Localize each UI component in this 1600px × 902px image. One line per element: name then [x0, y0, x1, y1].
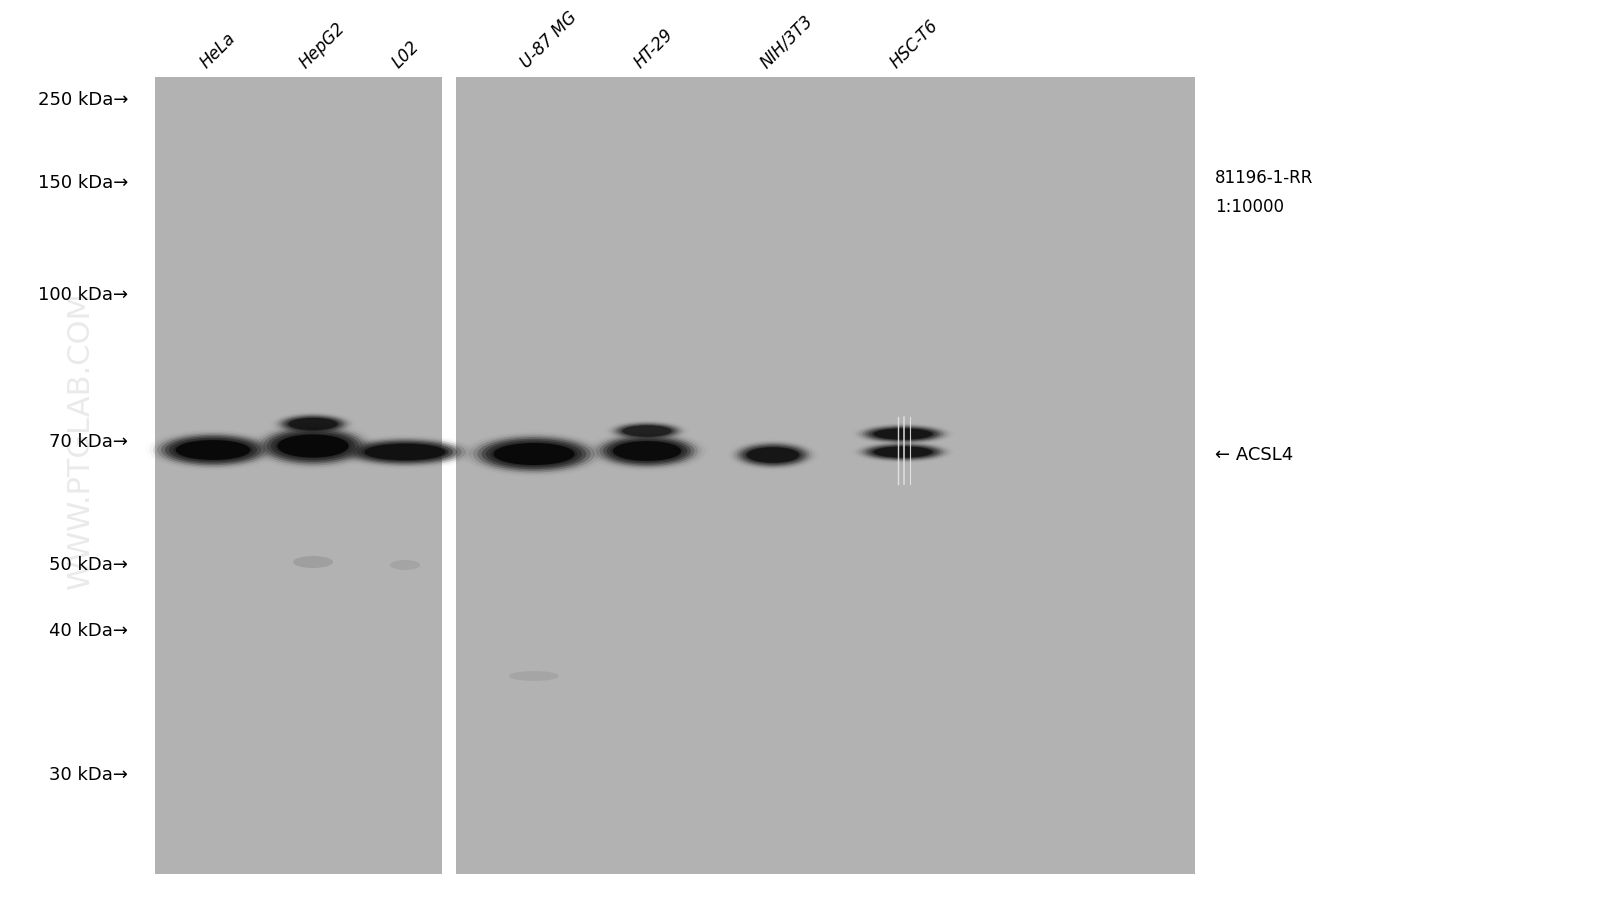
Ellipse shape — [616, 424, 678, 439]
Ellipse shape — [613, 423, 682, 440]
Ellipse shape — [603, 437, 691, 465]
Ellipse shape — [608, 421, 686, 442]
Ellipse shape — [256, 426, 371, 467]
Ellipse shape — [731, 441, 814, 470]
Ellipse shape — [339, 437, 470, 467]
Ellipse shape — [874, 429, 933, 440]
Ellipse shape — [168, 438, 258, 463]
Ellipse shape — [270, 432, 355, 461]
Ellipse shape — [859, 425, 947, 444]
Text: 100 kDa→: 100 kDa→ — [38, 286, 128, 304]
Ellipse shape — [286, 418, 339, 431]
Ellipse shape — [859, 443, 947, 462]
Ellipse shape — [275, 434, 352, 459]
Text: 40 kDa→: 40 kDa→ — [50, 621, 128, 640]
Ellipse shape — [622, 426, 672, 437]
Ellipse shape — [282, 416, 344, 433]
Ellipse shape — [262, 428, 363, 465]
Ellipse shape — [157, 434, 269, 467]
Ellipse shape — [165, 437, 261, 465]
Text: 250 kDa→: 250 kDa→ — [37, 91, 128, 109]
Ellipse shape — [493, 444, 574, 465]
Ellipse shape — [611, 422, 683, 441]
Ellipse shape — [747, 447, 798, 464]
Ellipse shape — [259, 428, 366, 466]
Ellipse shape — [477, 437, 590, 472]
Ellipse shape — [618, 425, 675, 438]
Ellipse shape — [390, 560, 419, 570]
Ellipse shape — [482, 439, 586, 470]
Ellipse shape — [874, 447, 933, 458]
Ellipse shape — [285, 417, 342, 432]
Ellipse shape — [251, 424, 374, 469]
Text: ← ACSL4: ← ACSL4 — [1214, 446, 1293, 464]
Ellipse shape — [149, 431, 277, 470]
Ellipse shape — [277, 414, 349, 435]
Ellipse shape — [872, 446, 934, 458]
Text: 1:10000: 1:10000 — [1214, 198, 1283, 216]
Ellipse shape — [352, 441, 458, 464]
Text: U-87 MG: U-87 MG — [517, 8, 581, 72]
Ellipse shape — [866, 445, 941, 460]
Ellipse shape — [746, 447, 802, 464]
Ellipse shape — [856, 425, 950, 445]
Text: HSC-T6: HSC-T6 — [886, 17, 941, 72]
Ellipse shape — [162, 436, 266, 465]
Ellipse shape — [592, 433, 702, 470]
Ellipse shape — [288, 419, 338, 430]
Ellipse shape — [293, 557, 333, 568]
Ellipse shape — [357, 442, 453, 463]
Text: HT-29: HT-29 — [630, 25, 677, 72]
Ellipse shape — [621, 426, 674, 437]
Ellipse shape — [869, 446, 938, 459]
Ellipse shape — [736, 444, 810, 467]
Ellipse shape — [176, 440, 250, 460]
Ellipse shape — [362, 444, 448, 462]
Ellipse shape — [862, 426, 944, 443]
Ellipse shape — [474, 436, 595, 473]
Text: 81196-1-RR: 81196-1-RR — [1214, 169, 1314, 187]
Text: HeLa: HeLa — [197, 30, 238, 72]
Ellipse shape — [173, 439, 253, 461]
Text: WWW.PTGLAB.COM: WWW.PTGLAB.COM — [66, 290, 94, 588]
Text: 50 kDa→: 50 kDa→ — [50, 556, 128, 574]
Ellipse shape — [365, 445, 446, 461]
Ellipse shape — [154, 432, 274, 469]
Ellipse shape — [267, 430, 358, 463]
Ellipse shape — [600, 437, 694, 466]
Ellipse shape — [866, 427, 941, 442]
Ellipse shape — [595, 435, 698, 468]
Ellipse shape — [349, 440, 462, 465]
Text: L02: L02 — [389, 38, 422, 72]
Ellipse shape — [872, 428, 934, 440]
Ellipse shape — [739, 445, 806, 466]
Text: HepG2: HepG2 — [296, 19, 349, 72]
Ellipse shape — [278, 415, 347, 434]
Ellipse shape — [277, 435, 349, 458]
Bar — [456, 78, 1195, 874]
Ellipse shape — [856, 443, 950, 463]
Ellipse shape — [613, 442, 682, 462]
Ellipse shape — [274, 413, 352, 436]
Ellipse shape — [490, 443, 578, 466]
Text: 70 kDa→: 70 kDa→ — [50, 433, 128, 450]
Ellipse shape — [469, 435, 600, 474]
Ellipse shape — [869, 428, 938, 441]
Ellipse shape — [734, 443, 813, 468]
Ellipse shape — [464, 433, 603, 476]
Ellipse shape — [486, 441, 582, 468]
Ellipse shape — [606, 439, 688, 464]
Text: 150 kDa→: 150 kDa→ — [38, 174, 128, 192]
Ellipse shape — [862, 444, 944, 461]
Ellipse shape — [344, 438, 466, 466]
Ellipse shape — [509, 671, 558, 681]
Text: NIH/3T3: NIH/3T3 — [757, 12, 816, 72]
Bar — [155, 78, 442, 874]
Ellipse shape — [610, 441, 683, 463]
Text: 30 kDa→: 30 kDa→ — [50, 765, 128, 783]
Ellipse shape — [742, 446, 803, 465]
